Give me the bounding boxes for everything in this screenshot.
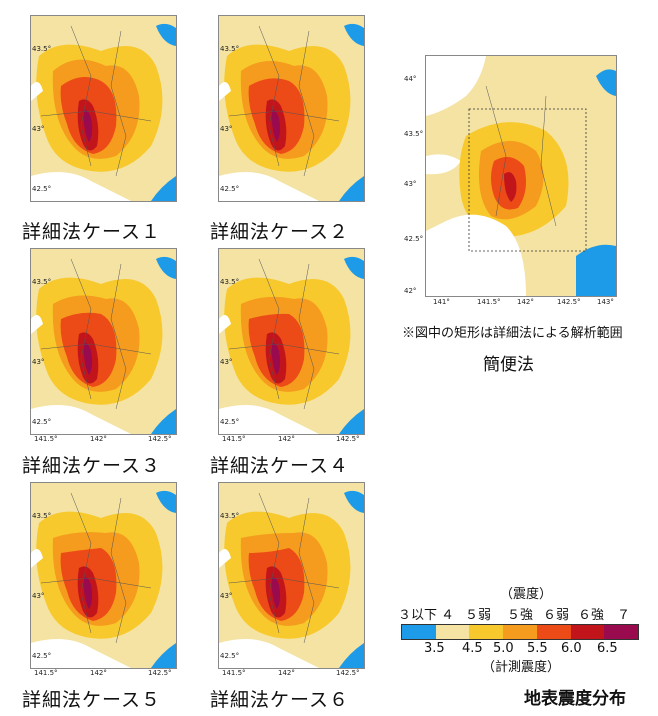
legend-intensity-class: ６強 bbox=[578, 608, 605, 623]
legend-swatch bbox=[435, 625, 470, 639]
case-map-5-x-tick: 141.5° bbox=[34, 669, 58, 677]
case-map-6-x-tick: 142° bbox=[278, 669, 295, 677]
legend-color-bar bbox=[401, 624, 639, 640]
case-map-3-x-tick: 142.5° bbox=[148, 435, 172, 443]
legend-swatch bbox=[503, 625, 537, 639]
legend-intensity-class: ７ bbox=[617, 608, 631, 623]
case-map-2 bbox=[218, 15, 365, 202]
case-map-6-y-tick: 43.5° bbox=[220, 512, 240, 520]
simple-map-y-tick: 44° bbox=[404, 75, 417, 83]
case-map-4-y-tick: 42.5° bbox=[220, 418, 240, 426]
case-map-5 bbox=[30, 482, 177, 669]
case-map-1-y-tick: 42.5° bbox=[32, 185, 52, 193]
simple-map-x-tick: 142.5° bbox=[557, 298, 581, 306]
legend-value-tick: 4.5 bbox=[462, 641, 483, 656]
simple-map-x-tick: 142° bbox=[517, 298, 534, 306]
case-map-3-y-tick: 42.5° bbox=[32, 418, 52, 426]
case-map-3-y-tick: 43° bbox=[32, 358, 45, 366]
simple-map-y-tick: 43.5° bbox=[404, 130, 424, 138]
case-map-6-x-tick: 142.5° bbox=[336, 669, 360, 677]
case-map-3-x-tick: 141.5° bbox=[34, 435, 58, 443]
legend-value-tick: 3.5 bbox=[424, 641, 445, 656]
case-map-6-caption: 詳細法ケース６ bbox=[210, 689, 350, 711]
case-map-4-y-tick: 43.5° bbox=[220, 278, 240, 286]
legend-intensity-class: ４ bbox=[441, 608, 455, 623]
case-map-4-x-tick: 141.5° bbox=[222, 435, 246, 443]
case-map-4-caption: 詳細法ケース４ bbox=[210, 455, 350, 477]
case-map-4-x-tick: 142° bbox=[278, 435, 295, 443]
legend-top-label: （震度） bbox=[500, 587, 553, 602]
case-map-1-caption: 詳細法ケース１ bbox=[22, 221, 162, 243]
case-map-5-x-tick: 142° bbox=[90, 669, 107, 677]
case-map-1 bbox=[30, 15, 177, 202]
case-map-4-y-tick: 43° bbox=[220, 358, 233, 366]
case-map-2-y-tick: 43.5° bbox=[220, 45, 240, 53]
legend-value-tick: 6.5 bbox=[597, 641, 618, 656]
simple-map-x-tick: 143° bbox=[597, 298, 614, 306]
case-map-2-caption: 詳細法ケース２ bbox=[210, 221, 350, 243]
case-map-6-y-tick: 42.5° bbox=[220, 652, 240, 660]
simple-map-y-tick: 42° bbox=[404, 287, 417, 295]
case-map-4-x-tick: 142.5° bbox=[336, 435, 360, 443]
simple-map-x-tick: 141° bbox=[433, 298, 450, 306]
legend-swatch bbox=[570, 625, 605, 639]
legend-intensity-class: ６弱 bbox=[543, 608, 570, 623]
legend-swatch bbox=[402, 625, 436, 639]
case-map-3-caption: 詳細法ケース３ bbox=[22, 455, 162, 477]
case-map-1-y-tick: 43° bbox=[32, 125, 45, 133]
analysis-range-note: ※図中の矩形は詳細法による解析範囲 bbox=[402, 326, 623, 341]
simple-map-y-tick: 43° bbox=[404, 180, 417, 188]
simple-map-y-tick: 42.5° bbox=[404, 235, 424, 243]
legend-swatch bbox=[469, 625, 504, 639]
case-map-3 bbox=[30, 248, 177, 435]
case-map-6-y-tick: 43° bbox=[220, 592, 233, 600]
case-map-5-y-tick: 43° bbox=[32, 592, 45, 600]
case-map-6 bbox=[218, 482, 365, 669]
legend-intensity-class: ３以下 bbox=[398, 608, 438, 623]
legend-bottom-label: （計測震度） bbox=[482, 660, 561, 675]
figure-title: 地表震度分布 bbox=[524, 689, 626, 709]
case-map-2-y-tick: 42.5° bbox=[220, 185, 240, 193]
case-map-5-x-tick: 142.5° bbox=[148, 669, 172, 677]
legend-value-tick: 5.5 bbox=[527, 641, 548, 656]
simple-map-x-tick: 141.5° bbox=[477, 298, 501, 306]
legend-value-tick: 5.0 bbox=[493, 641, 514, 656]
case-map-3-y-tick: 43.5° bbox=[32, 278, 52, 286]
case-map-2-y-tick: 43° bbox=[220, 125, 233, 133]
legend-swatch bbox=[604, 625, 638, 639]
legend-value-tick: 6.0 bbox=[561, 641, 582, 656]
case-map-5-y-tick: 43.5° bbox=[32, 512, 52, 520]
legend-swatch bbox=[536, 625, 571, 639]
legend-intensity-class: ５弱 bbox=[465, 608, 492, 623]
case-map-3-x-tick: 142° bbox=[90, 435, 107, 443]
case-map-1-y-tick: 43.5° bbox=[32, 45, 52, 53]
case-map-5-caption: 詳細法ケース５ bbox=[22, 689, 162, 711]
simple-method-map bbox=[425, 55, 617, 297]
case-map-4 bbox=[218, 248, 365, 435]
case-map-5-y-tick: 42.5° bbox=[32, 652, 52, 660]
case-map-6-x-tick: 141.5° bbox=[222, 669, 246, 677]
simple-method-caption: 簡便法 bbox=[483, 355, 534, 375]
legend-intensity-class: ５強 bbox=[507, 608, 534, 623]
